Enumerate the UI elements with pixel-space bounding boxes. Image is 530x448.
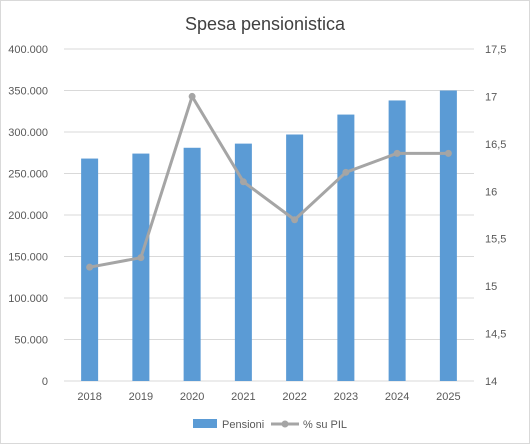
line-point (393, 149, 401, 157)
left-tick-label: 350.000 (8, 86, 48, 98)
left-tick-label: 100.000 (8, 293, 48, 305)
x-tick-label: 2023 (334, 391, 358, 403)
x-tick-label: 2025 (436, 391, 460, 403)
right-tick-label: 16,5 (485, 139, 506, 151)
x-axis: 2018 2019 2020 2021 2022 2023 2024 2025 (77, 391, 460, 403)
bar (337, 114, 355, 381)
left-tick-label: 250.000 (8, 169, 48, 181)
line-point (444, 149, 452, 157)
bar (286, 134, 304, 381)
right-tick-label: 16 (485, 186, 497, 198)
x-tick-label: 2018 (77, 391, 101, 403)
left-tick-label: 150.000 (8, 252, 48, 264)
x-tick-label: 2020 (180, 391, 204, 403)
line-point (86, 263, 94, 271)
right-tick-label: 15,5 (485, 234, 506, 246)
legend-swatch-marker (281, 420, 289, 428)
line-point (137, 254, 145, 262)
line-series (86, 92, 452, 271)
series-line (89, 94, 449, 269)
chart-title: Spesa pensionistica (185, 14, 346, 34)
left-axis: 0 50.000 100.000 150.000 200.000 250.000 300.0… (8, 44, 48, 388)
x-tick-label: 2019 (129, 391, 153, 403)
right-axis: 14 14,5 15 15,5 16 16,5 17 17,5 (485, 44, 506, 388)
bar (439, 90, 457, 381)
legend-swatch-bar (193, 419, 217, 428)
x-tick-label: 2024 (385, 391, 409, 403)
right-tick-label: 14 (485, 376, 497, 388)
line-point (342, 168, 350, 176)
left-tick-label: 200.000 (8, 210, 48, 222)
legend-label-bar: Pensioni (222, 419, 264, 431)
right-tick-label: 14,5 (485, 329, 506, 341)
grid-lines (64, 48, 474, 382)
left-tick-label: 50.000 (14, 335, 48, 347)
bar (234, 143, 252, 381)
line-point (188, 92, 196, 100)
legend-label-line: % su PIL (303, 419, 347, 431)
right-tick-label: 17,5 (485, 44, 506, 56)
left-tick-label: 0 (42, 376, 48, 388)
left-tick-label: 400.000 (8, 44, 48, 56)
left-tick-label: 300.000 (8, 127, 48, 139)
x-tick-label: 2022 (282, 391, 306, 403)
bar-series (81, 90, 457, 382)
x-tick-label: 2021 (231, 391, 255, 403)
line-point (239, 178, 247, 186)
legend: Pensioni % su PIL (193, 419, 347, 431)
bar (388, 100, 406, 382)
right-tick-label: 17 (485, 91, 497, 103)
line-point (291, 216, 299, 224)
right-tick-label: 15 (485, 281, 497, 293)
bar (132, 153, 150, 381)
bar (183, 147, 201, 381)
